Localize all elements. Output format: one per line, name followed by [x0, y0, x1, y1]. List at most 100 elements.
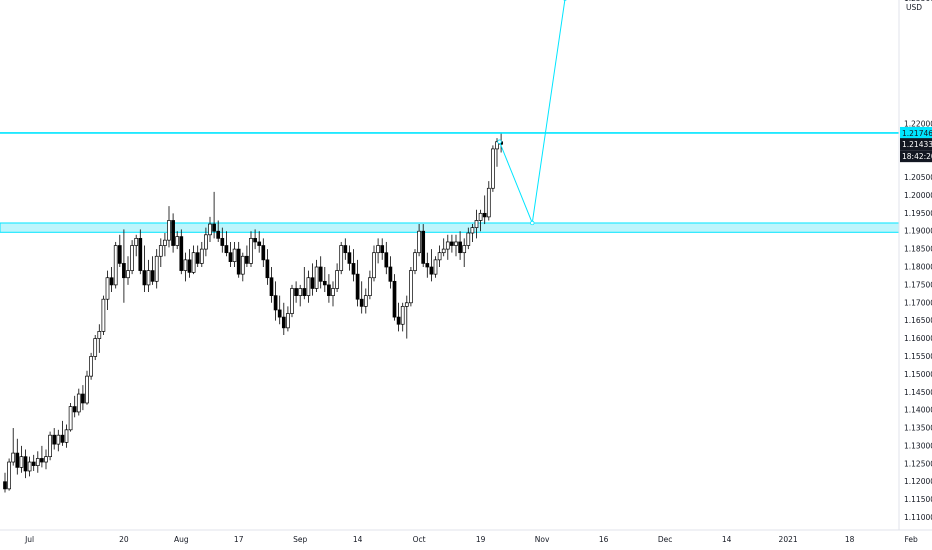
price-tick-label: 1.17500	[904, 280, 932, 289]
candle	[3, 472, 7, 493]
candle-body-down	[302, 288, 307, 296]
candle-body-up	[89, 356, 93, 377]
candle	[40, 445, 44, 468]
candle	[450, 234, 454, 253]
candle-body-up	[35, 458, 40, 466]
candle-body-down	[31, 461, 36, 466]
candle	[347, 245, 352, 271]
price-tick-label: 1.13000	[904, 441, 932, 450]
candle	[273, 281, 278, 321]
candle	[265, 249, 270, 285]
candle	[404, 295, 409, 339]
candle	[294, 281, 298, 303]
candle-body-up	[232, 248, 237, 262]
drawings-layer	[0, 0, 899, 226]
candle-body-down	[216, 230, 221, 239]
candle-body-down	[224, 245, 229, 254]
time-axis[interactable]: Jul20Aug17Sep14Oct19Nov16Dec14202118Feb1…	[24, 535, 932, 544]
price-tick-label: 1.15000	[904, 370, 932, 379]
candle-body-down	[327, 284, 331, 296]
candle-body-down	[429, 266, 434, 275]
candle	[11, 428, 16, 466]
candle	[109, 267, 114, 293]
price-tick-label: 1.17000	[904, 298, 932, 307]
countdown-badge: 18:42:20	[900, 150, 932, 163]
candle	[191, 245, 196, 275]
support-zone-layer	[0, 222, 900, 233]
candle	[249, 231, 253, 267]
candle	[175, 231, 180, 250]
candle-body-down	[236, 248, 241, 275]
projection-path[interactable]	[498, 0, 566, 225]
candle-body-down	[359, 298, 364, 307]
candle-body-up	[64, 429, 69, 443]
candle	[470, 224, 475, 242]
support-zone[interactable]	[0, 222, 900, 233]
candle	[245, 245, 249, 267]
time-tick-label: 16	[599, 535, 609, 544]
time-tick-label: 14	[722, 535, 732, 544]
candle	[134, 234, 139, 257]
candles-layer	[3, 132, 503, 493]
candle	[52, 428, 57, 450]
candle	[396, 302, 401, 332]
time-tick-label: Jul	[24, 535, 34, 544]
candle-body-up	[134, 238, 139, 246]
time-tick-label: 14	[353, 535, 363, 544]
projection-mid-point[interactable]	[530, 220, 535, 226]
candle-body-up	[495, 141, 499, 150]
price-tick-label: 1.18500	[904, 245, 932, 254]
candle-body-up	[368, 277, 372, 296]
time-tick-label: Feb	[904, 535, 918, 544]
candle-body-up	[130, 245, 134, 271]
candle	[474, 209, 479, 239]
candle-body-down	[212, 223, 216, 232]
candle-body-down	[60, 434, 65, 443]
candle-body-up	[290, 288, 294, 314]
candle	[458, 231, 462, 260]
price-tick-label: 1.25500	[904, 0, 932, 3]
candle-body-up	[249, 238, 253, 264]
candle-body-up	[76, 393, 81, 413]
projection-start-point[interactable]	[497, 139, 502, 144]
candle-body-down	[228, 252, 233, 262]
candle	[212, 191, 216, 239]
candle-body-up	[7, 461, 11, 490]
candle-body-down	[458, 241, 462, 254]
candle-body-down	[187, 259, 192, 273]
candle-body-up	[400, 306, 405, 325]
candle	[343, 238, 348, 260]
candle-body-down	[269, 277, 274, 296]
candle	[368, 270, 372, 300]
candle-body-up	[417, 230, 421, 254]
candle-body-up	[478, 212, 483, 221]
candle-body-up	[146, 270, 151, 286]
price-axis[interactable]: 1.255001.220001.210001.205001.200001.195…	[904, 0, 932, 522]
candle-body-up	[404, 302, 409, 307]
price-tick-label: 1.13500	[904, 424, 932, 433]
candle	[64, 424, 69, 448]
candle-body-up	[44, 456, 48, 463]
candle	[27, 456, 32, 477]
candle-body-up	[409, 270, 413, 304]
candle	[130, 240, 134, 275]
candle	[388, 256, 393, 289]
candle-body-down	[220, 238, 225, 246]
candle-body-down	[380, 245, 385, 254]
candle-body-down	[117, 245, 122, 264]
candle	[117, 234, 122, 267]
candle	[72, 395, 77, 418]
candle-body-up	[19, 456, 24, 468]
candle-body-up	[331, 288, 335, 296]
candle-body-down	[281, 316, 286, 329]
candle-body-down	[257, 241, 262, 246]
candle	[15, 438, 20, 475]
candle	[56, 429, 61, 452]
countdown-badge-bg	[900, 150, 932, 163]
candle	[322, 267, 327, 293]
candle	[372, 245, 376, 282]
price-badges: 1.21746 1.21433 18:42:20	[900, 126, 932, 163]
candle-body-down	[3, 481, 7, 490]
candle-body-up	[437, 252, 442, 261]
